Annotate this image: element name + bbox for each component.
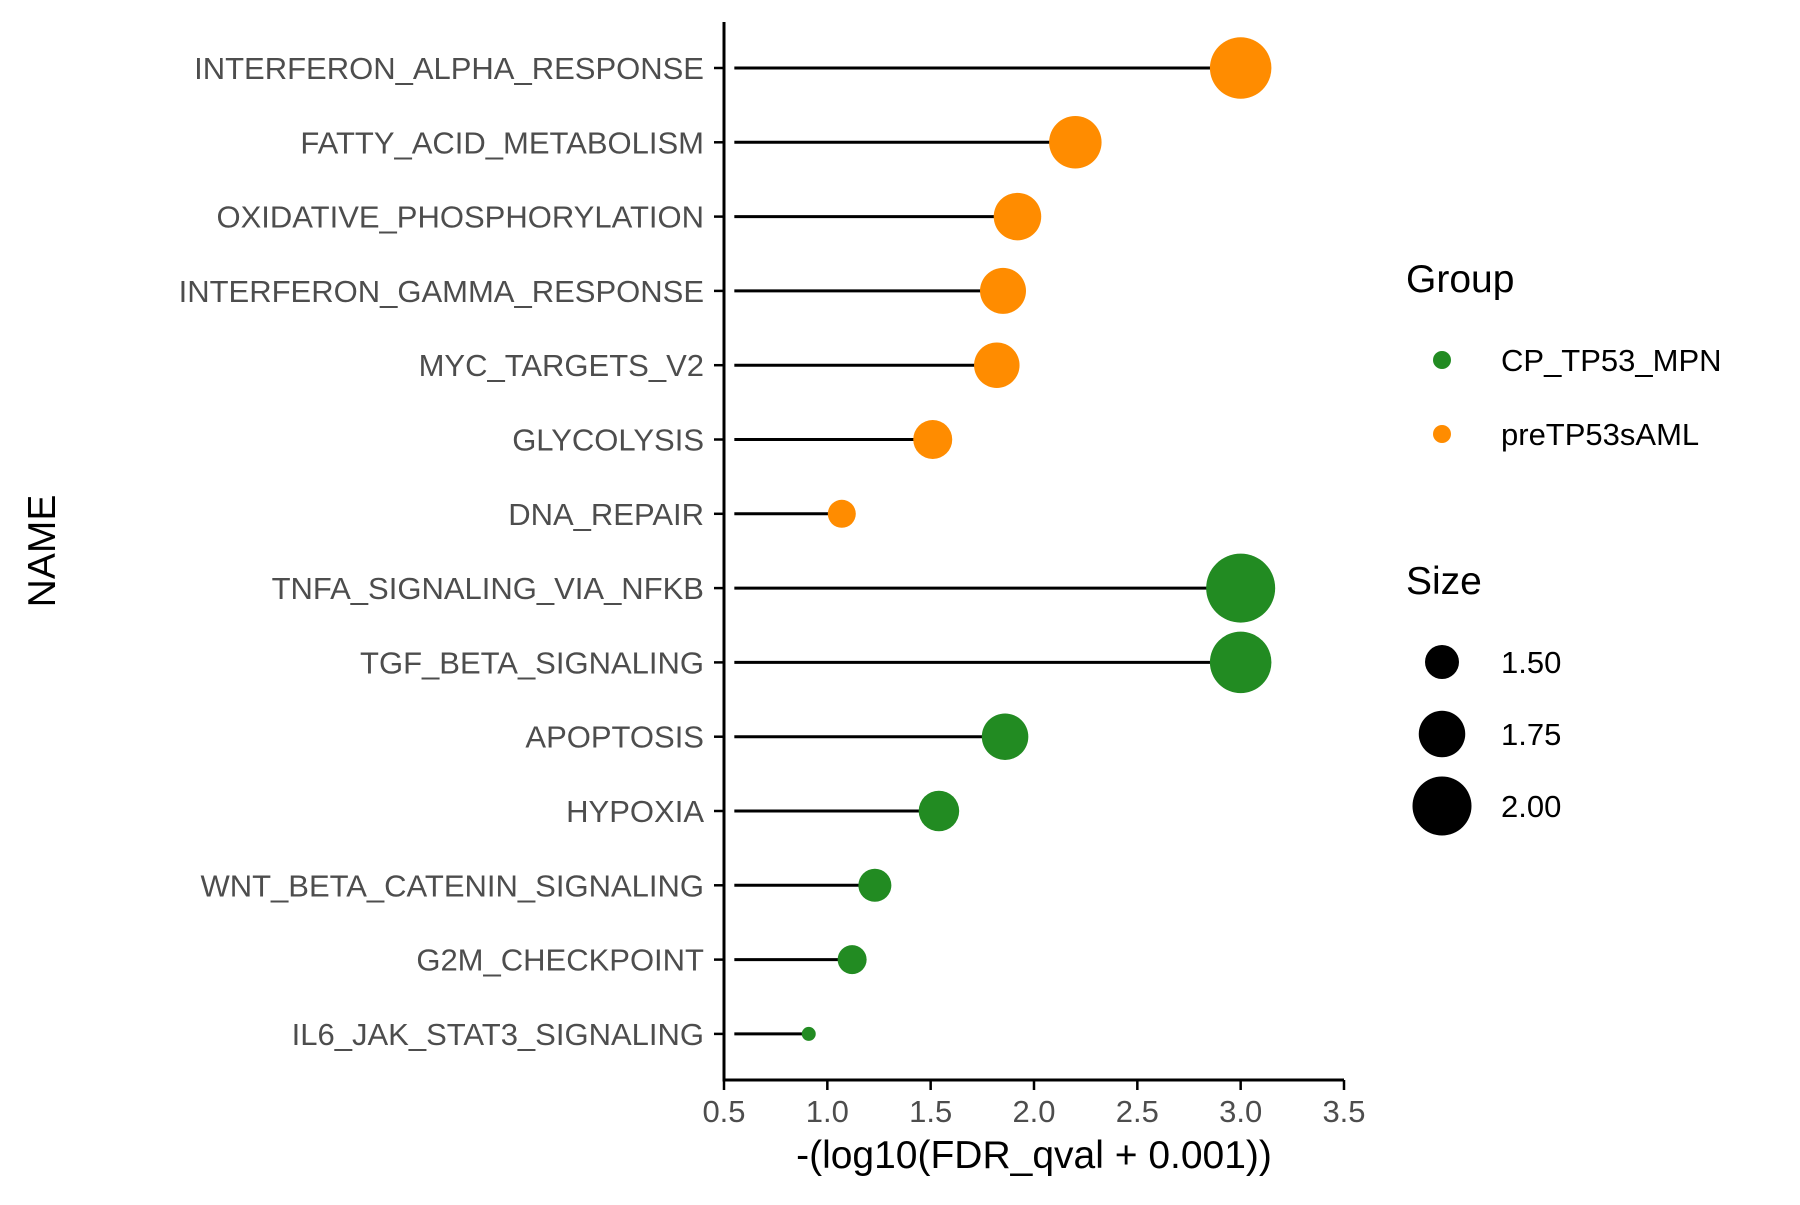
legend-group-key	[1433, 351, 1451, 369]
legend: Group Size CP_TP53_MPN preTP53sAML 1.50 1.7…	[1406, 258, 1722, 836]
data-point	[858, 868, 892, 902]
legend-group-key	[1433, 425, 1451, 443]
legend-group-title: Group	[1406, 258, 1514, 301]
y-axis-title: NAME	[21, 495, 64, 608]
data-point	[974, 342, 1020, 388]
data-point	[913, 420, 953, 459]
y-tick-label: HYPOXIA	[566, 794, 704, 829]
legend-group-label: CP_TP53_MPN	[1501, 343, 1722, 378]
y-tick-label: INTERFERON_GAMMA_RESPONSE	[179, 274, 704, 309]
y-tick-label: OXIDATIVE_PHOSPHORYLATION	[216, 200, 704, 235]
data-point	[801, 1026, 816, 1041]
x-tick-label: 1.5	[909, 1094, 952, 1129]
data-point	[1209, 37, 1272, 99]
legend-size-label: 1.50	[1501, 645, 1561, 680]
segments-layer	[734, 66, 1241, 1036]
y-tick-label: G2M_CHECKPOINT	[416, 943, 704, 978]
data-point	[827, 499, 856, 528]
legend-group-label: preTP53sAML	[1501, 417, 1699, 452]
legend-size-key	[1412, 776, 1472, 836]
data-point	[918, 790, 960, 832]
x-tick-label: 2.0	[1012, 1094, 1055, 1129]
legend-size-title: Size	[1406, 560, 1482, 603]
x-axis-title: -(log10(FDR_qval + 0.001))	[796, 1134, 1272, 1177]
y-tick-label: TNFA_SIGNALING_VIA_NFKB	[272, 571, 704, 606]
y-tick-label: FATTY_ACID_METABOLISM	[300, 125, 704, 160]
y-tick-label: GLYCOLYSIS	[512, 423, 704, 458]
legend-size-label: 1.75	[1501, 717, 1561, 752]
legend-size-label: 2.00	[1501, 789, 1561, 824]
data-point	[993, 192, 1042, 241]
x-tick-label: 3.5	[1322, 1094, 1365, 1129]
data-point	[980, 267, 1026, 314]
x-tick-label: 1.0	[806, 1094, 849, 1129]
legend-size-key	[1418, 710, 1466, 758]
data-point	[1206, 553, 1276, 623]
x-tick-label: 0.5	[702, 1094, 745, 1129]
y-tick-label: DNA_REPAIR	[508, 497, 704, 532]
y-tick-label: INTERFERON_ALPHA_RESPONSE	[194, 51, 704, 86]
y-tick-label: MYC_TARGETS_V2	[419, 348, 704, 383]
x-axis: 0.5 1.0 1.5 2.0 2.5 3.0 3.5	[702, 1078, 1366, 1129]
points-layer	[801, 37, 1276, 1041]
x-tick-label: 3.0	[1219, 1094, 1262, 1129]
y-tick-label: APOPTOSIS	[525, 720, 704, 755]
data-point	[981, 713, 1029, 760]
y-tick-label: WNT_BETA_CATENIN_SIGNALING	[200, 868, 704, 903]
x-tick-label: 2.5	[1116, 1094, 1159, 1129]
data-point	[837, 945, 867, 975]
legend-size-key	[1425, 645, 1459, 679]
data-point	[1049, 116, 1102, 169]
y-axis: INTERFERON_ALPHA_RESPONSE FATTY_ACID_META…	[179, 22, 726, 1080]
y-tick-label: TGF_BETA_SIGNALING	[360, 645, 704, 680]
data-point	[1209, 631, 1272, 694]
y-tick-label: IL6_JAK_STAT3_SIGNALING	[292, 1017, 704, 1052]
